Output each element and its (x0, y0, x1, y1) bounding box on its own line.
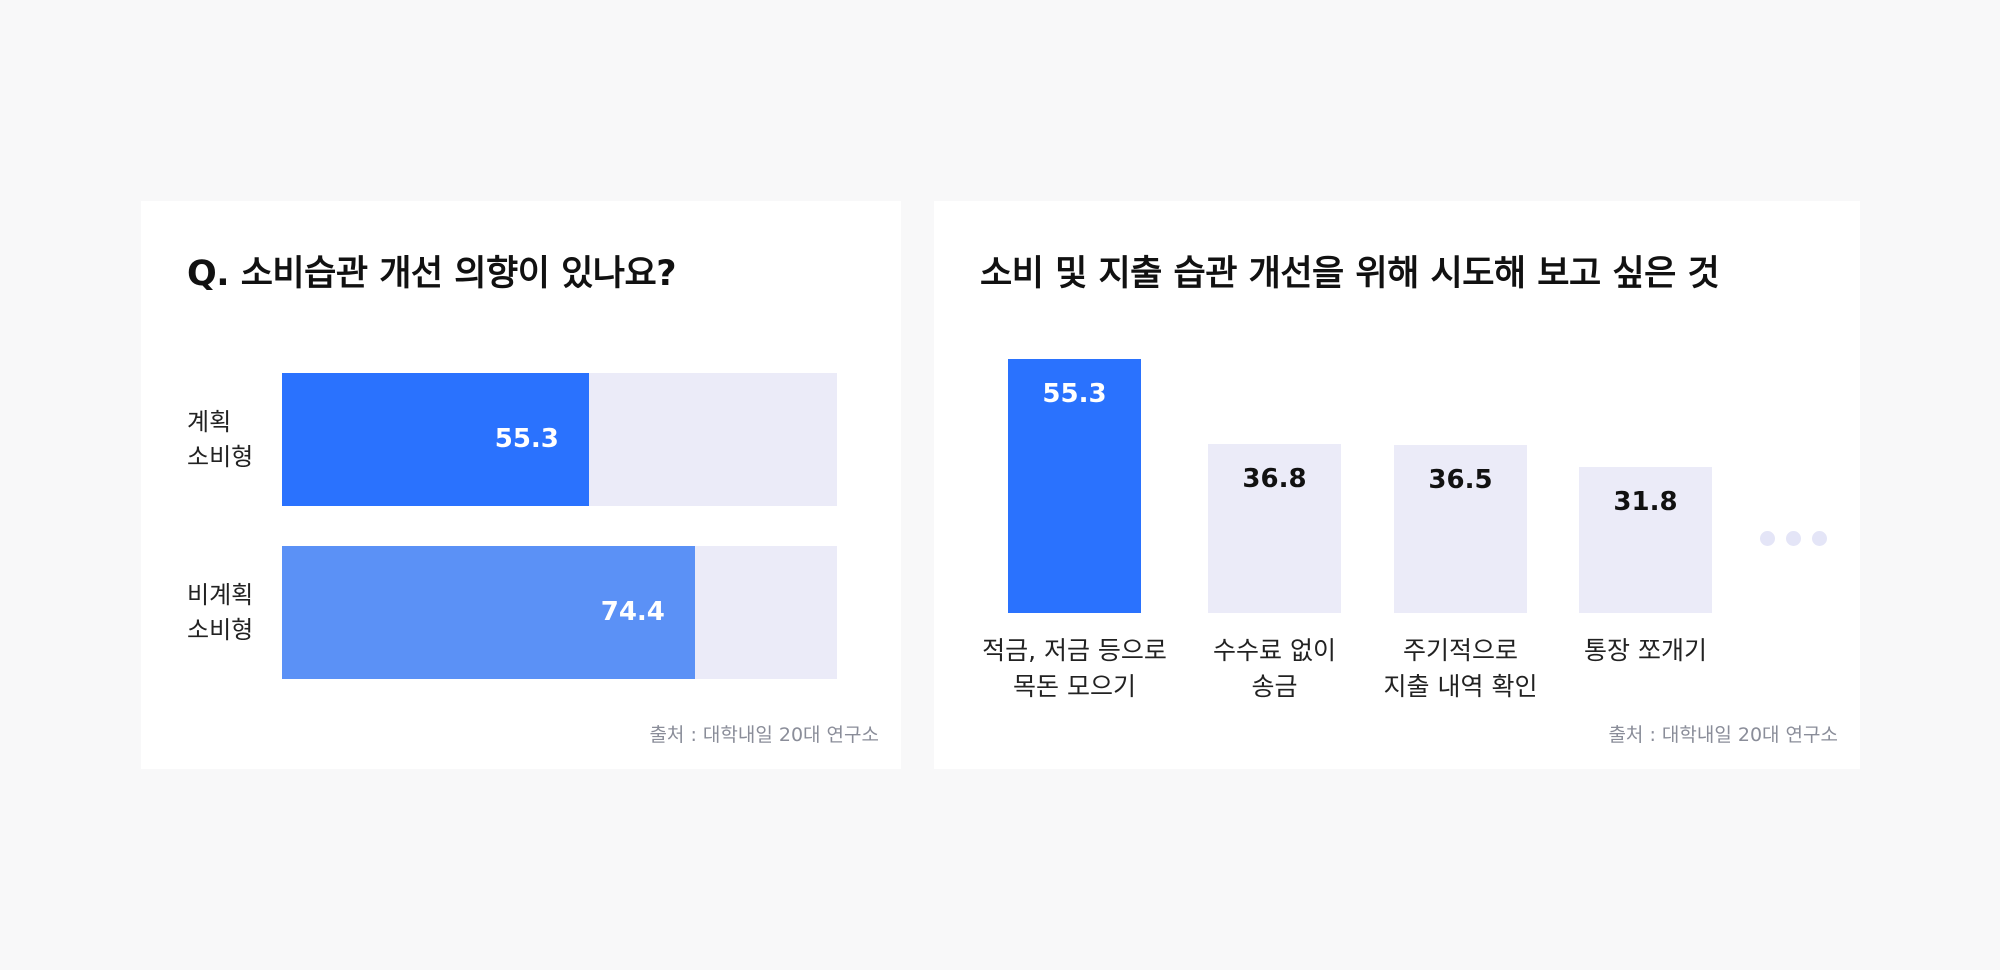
bar-value-label: 55.3 (494, 424, 559, 454)
category-label: 비계획 소비형 (187, 580, 254, 644)
bar-value-label: 31.8 (1613, 486, 1678, 517)
bar: 31.8 (1579, 466, 1712, 613)
bar-value-label: 36.8 (1242, 463, 1307, 494)
bar-value-label: 74.4 (600, 597, 665, 627)
bar: 74.4 (282, 546, 695, 679)
right-chart-title: 소비 및 지출 습관 개선을 위해 시도해 보고 싶은 것 (980, 254, 1720, 294)
category-label: 적금, 저금 등으로 목돈 모으기 (982, 636, 1167, 701)
bar: 36.8 (1208, 443, 1341, 613)
category-label: 계획 소비형 (187, 407, 254, 471)
dot (1760, 531, 1775, 546)
bar-row: 비계획 소비형 74.4 (141, 546, 901, 679)
left-chart-card: Q. 소비습관 개선 의향이 있나요? 계획 소비형 55.3 비계획 소비형 74.… (141, 201, 901, 769)
bar-value-label: 55.3 (1042, 379, 1107, 409)
right-source-note: 출처 : 대학내일 20대 연구소 (1608, 724, 1838, 746)
bar-track: 55.3 (282, 373, 837, 506)
vertical-bar-chart: 55.3 적금, 저금 등으로 목돈 모으기 36.8 수수료 없이 송금 36.5 주기… (934, 201, 1860, 769)
dot (1812, 531, 1827, 546)
bar-value-label: 36.5 (1428, 465, 1493, 496)
left-source-note: 출처 : 대학내일 20대 연구소 (649, 724, 879, 746)
more-dots-icon (1760, 531, 1827, 546)
category-label: 통장 쪼개기 (1584, 636, 1707, 665)
dot (1786, 531, 1801, 546)
bar: 36.5 (1394, 445, 1527, 613)
category-label: 주기적으로 지출 내역 확인 (1383, 636, 1538, 701)
right-chart-card: 소비 및 지출 습관 개선을 위해 시도해 보고 싶은 것 55.3 적금, 저금… (934, 201, 1860, 769)
bar-track: 74.4 (282, 546, 837, 679)
bar: 55.3 (1008, 359, 1141, 613)
left-chart-title: Q. 소비습관 개선 의향이 있나요? (187, 254, 677, 294)
category-label: 수수료 없이 송금 (1213, 636, 1336, 701)
bar: 55.3 (282, 373, 589, 506)
bar-row: 계획 소비형 55.3 (141, 373, 901, 506)
